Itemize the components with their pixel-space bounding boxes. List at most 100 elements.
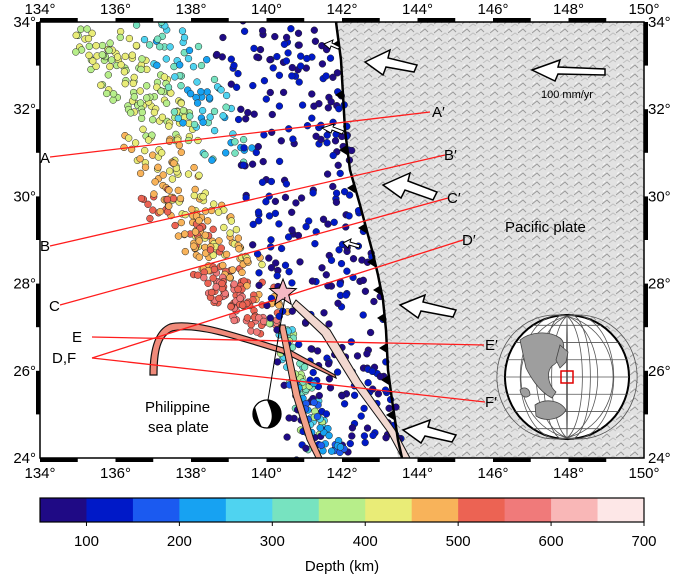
earthquake-dot (258, 27, 267, 35)
earthquake-dot (226, 229, 234, 237)
earthquake-dot (319, 215, 328, 223)
earthquake-dot (165, 186, 173, 194)
earthquake-dot (177, 99, 185, 107)
earthquake-dot (325, 320, 333, 328)
label-d-prime: D′ (462, 232, 476, 249)
earthquake-dot (288, 226, 296, 234)
philippine-plate-label-2: sea plate (148, 419, 209, 436)
earthquake-dot (137, 194, 146, 203)
earthquake-dot (266, 88, 274, 97)
earthquake-dot (85, 51, 93, 59)
earthquake-dot (318, 60, 327, 68)
earthquake-dot (302, 444, 310, 452)
earthquake-dot (184, 54, 193, 63)
earthquake-dot (275, 102, 284, 110)
earthquake-dot (198, 106, 207, 115)
earthquake-dot (137, 65, 145, 74)
earthquake-dot (158, 113, 167, 121)
colorbar-swatch (40, 498, 87, 522)
earthquake-dot (162, 55, 170, 63)
earthquake-dot (345, 191, 354, 199)
earthquake-dot (282, 33, 291, 42)
earthquake-dot (323, 170, 332, 178)
earthquake-dot (297, 194, 306, 202)
earthquake-dot (232, 83, 241, 91)
earthquake-dot (210, 265, 219, 274)
arrow-1 (363, 48, 419, 77)
lat-tick-label: 32° (648, 101, 671, 118)
plate-motion-arrows (363, 48, 606, 445)
earthquake-dot (197, 61, 206, 70)
earthquake-dot (297, 52, 305, 60)
earthquake-dot (239, 22, 247, 25)
lon-tick-label: 138° (175, 1, 206, 18)
earthquake-dot (107, 56, 116, 64)
earthquake-dot (334, 161, 342, 169)
colorbar-title: Depth (km) (305, 558, 379, 575)
earthquake-dot (258, 178, 267, 186)
earthquake-dot (144, 136, 153, 144)
earthquake-dot (323, 139, 331, 147)
earthquake-dot (84, 34, 93, 43)
earthquake-dot (285, 414, 293, 422)
lon-labels-top: 134° 136° 138° 140° 142° 144° 146° 148° 150° (24, 1, 659, 18)
earthquake-dot (340, 188, 349, 196)
earthquake-dot (176, 61, 184, 69)
earthquake-dot (162, 99, 171, 107)
earthquake-dot (193, 78, 201, 86)
earthquake-dot (350, 391, 359, 399)
earthquake-dot (228, 266, 237, 274)
earthquake-dot (215, 294, 223, 303)
earthquake-dot (125, 134, 133, 142)
earthquake-dot (215, 237, 223, 245)
earthquake-dot (284, 49, 292, 57)
earthquake-dot (382, 434, 390, 442)
earthquake-dot (309, 368, 317, 377)
earthquake-dot (117, 61, 125, 69)
earthquake-dot (360, 404, 368, 413)
lat-tick-label: 28° (13, 276, 36, 293)
earthquake-dot (297, 62, 305, 70)
earthquake-dot (205, 94, 214, 102)
earthquake-dot (195, 171, 203, 179)
label-a: A (40, 150, 50, 167)
earthquake-dot (284, 233, 293, 241)
earthquake-dot (340, 400, 349, 408)
earthquake-dot (106, 39, 114, 47)
earthquake-dot (256, 45, 265, 54)
arrow-3 (398, 293, 458, 320)
lat-tick-label: 24° (13, 450, 36, 467)
focal-mechanism-beachball (252, 399, 282, 429)
lon-tick-label: 144° (402, 465, 433, 482)
earthquake-dot (234, 115, 243, 124)
earthquake-dot (177, 148, 185, 156)
trench-line (331, 21, 404, 459)
earthquake-dot (333, 368, 342, 376)
map-frame (36, 18, 648, 462)
earthquake-dot (194, 271, 202, 279)
earthquake-dot (206, 246, 215, 254)
focal-leader-line (267, 296, 286, 401)
colorbar-tick-label: 300 (260, 533, 285, 550)
earthquake-dot (214, 208, 223, 216)
earthquake-dot (186, 90, 195, 98)
earthquake-dot (336, 169, 344, 178)
lon-tick-label: 136° (100, 465, 131, 482)
earthquake-dot (250, 110, 258, 118)
earthquake-dot (338, 392, 346, 400)
earthquake-dot (322, 271, 330, 279)
earthquake-dot (190, 242, 198, 250)
earthquake-dot (217, 244, 225, 252)
earthquake-dot (266, 56, 274, 64)
earthquake-dot (239, 301, 247, 309)
earthquake-dot (128, 51, 136, 59)
earthquake-dot (186, 112, 194, 120)
earthquake-dot (247, 327, 255, 335)
colorbar-tick-label: 700 (631, 533, 656, 550)
earthquake-dot (136, 169, 145, 178)
earthquake-dot (189, 63, 198, 71)
earthquake-dot (174, 114, 182, 123)
colorbar-swatch (411, 498, 459, 522)
earthquake-dot (136, 99, 145, 107)
earthquake-dot (190, 191, 198, 200)
